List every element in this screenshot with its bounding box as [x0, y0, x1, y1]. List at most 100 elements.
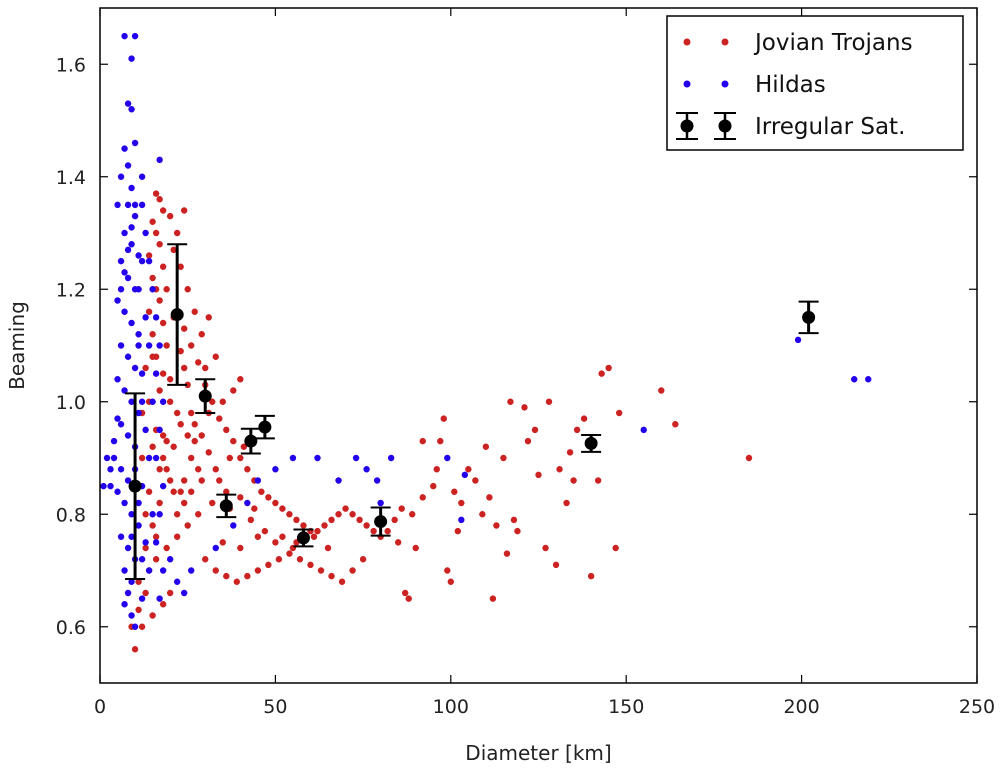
point-hildas-118 — [128, 533, 135, 540]
point-jovian-trojans-184 — [198, 432, 205, 439]
point-hildas-19 — [124, 274, 132, 282]
irregular-sat-point-1 — [167, 243, 188, 386]
point-jovian-trojans-167 — [482, 443, 490, 450]
data-points — [100, 32, 872, 653]
point-jovian-trojans-5 — [135, 578, 142, 585]
point-jovian-trojans-84 — [244, 572, 251, 580]
point-jovian-trojans-78 — [391, 516, 398, 524]
legend-entry-2: Irregular Sat. — [676, 112, 905, 140]
point-jovian-trojans-128 — [440, 415, 447, 422]
point-jovian-trojans-65 — [300, 522, 307, 529]
point-jovian-trojans-79 — [398, 505, 405, 512]
point-hildas-1 — [131, 32, 139, 40]
point-hildas-7 — [124, 162, 132, 169]
point-jovian-trojans-34 — [145, 252, 153, 259]
point-jovian-trojans-77 — [384, 527, 391, 535]
point-jovian-trojans-39 — [156, 196, 163, 203]
point-jovian-trojans-64 — [293, 516, 300, 524]
irregular-sat-point-6 — [293, 528, 314, 548]
point-jovian-trojans-98 — [254, 533, 262, 540]
point-jovian-trojans-164 — [419, 437, 426, 445]
point-hildas-75 — [152, 454, 160, 462]
point-jovian-trojans-113 — [219, 398, 226, 405]
point-hildas-109 — [117, 286, 125, 293]
point-jovian-trojans-92 — [328, 572, 335, 580]
point-jovian-trojans-68 — [321, 522, 328, 529]
point-jovian-trojans-72 — [349, 511, 356, 518]
point-jovian-trojans-135 — [479, 511, 486, 518]
point-hildas-72 — [152, 370, 160, 377]
legend-label: Jovian Trojans — [753, 30, 913, 56]
point-jovian-trojans-36 — [152, 229, 160, 237]
irregular-sat-point-5 — [254, 414, 275, 440]
point-jovian-trojans-116 — [202, 364, 209, 372]
point-jovian-trojans-70 — [335, 511, 342, 518]
point-hildas-106 — [110, 437, 118, 445]
point-jovian-trojans-27 — [149, 331, 156, 338]
point-hildas-80 — [156, 595, 163, 602]
point-jovian-trojans-53 — [216, 415, 223, 422]
point-hildas-93 — [352, 454, 360, 462]
point-jovian-trojans-160 — [615, 409, 623, 417]
point-hildas-95 — [373, 477, 381, 484]
point-jovian-trojans-54 — [223, 426, 230, 434]
point-jovian-trojans-148 — [545, 398, 553, 405]
irregular-sat-point-4 — [240, 427, 261, 455]
x-tick-label: 50 — [263, 696, 287, 718]
point-jovian-trojans-153 — [573, 426, 581, 434]
point-jovian-trojans-73 — [356, 516, 363, 524]
legend-marker — [721, 38, 729, 46]
point-jovian-trojans-59 — [258, 488, 265, 495]
point-hildas-49 — [124, 589, 132, 597]
point-jovian-trojans-62 — [279, 505, 286, 512]
point-jovian-trojans-121 — [401, 589, 409, 597]
point-jovian-trojans-42 — [173, 229, 181, 237]
point-hildas-45 — [124, 544, 132, 552]
point-jovian-trojans-127 — [437, 437, 444, 445]
point-jovian-trojans-201 — [180, 499, 188, 507]
point-hildas-4 — [128, 106, 135, 113]
point-hildas-51 — [128, 612, 135, 619]
irregular-sat-marker — [258, 420, 272, 434]
point-jovian-trojans-45 — [177, 263, 184, 270]
point-hildas-64 — [135, 286, 142, 293]
point-jovian-trojans-40 — [152, 190, 160, 197]
x-tick-label: 150 — [608, 696, 644, 718]
point-jovian-trojans-151 — [563, 499, 570, 507]
point-hildas-77 — [156, 511, 163, 518]
point-hildas-38 — [100, 482, 107, 490]
axes: 0 50 100 150 200 250 0.6 0.8 1.0 1.2 1.4 1.6 — [56, 7, 995, 718]
point-jovian-trojans-88 — [286, 550, 293, 557]
point-jovian-trojans-48 — [180, 325, 188, 332]
point-jovian-trojans-85 — [254, 567, 262, 574]
point-jovian-trojans-95 — [359, 556, 367, 563]
point-jovian-trojans-142 — [510, 516, 518, 524]
point-jovian-trojans-91 — [317, 567, 325, 574]
point-hildas-92 — [335, 477, 342, 484]
point-jovian-trojans-87 — [275, 556, 283, 563]
point-hildas-24 — [135, 331, 142, 338]
point-hildas-16 — [128, 241, 135, 248]
irregular-sat-point-8 — [581, 433, 602, 453]
point-hildas-105 — [114, 415, 121, 422]
point-hildas-119 — [138, 556, 146, 563]
point-hildas-54 — [145, 567, 153, 574]
point-jovian-trojans-12 — [156, 499, 163, 507]
point-jovian-trojans-7 — [152, 556, 160, 563]
point-jovian-trojans-194 — [163, 286, 170, 293]
irregular-sat-marker — [296, 531, 310, 545]
point-jovian-trojans-37 — [149, 218, 156, 225]
point-hildas-35 — [110, 454, 118, 462]
legend-label: Hildas — [755, 72, 826, 98]
point-jovian-trojans-161 — [658, 387, 665, 394]
point-jovian-trojans-152 — [570, 477, 577, 484]
point-hildas-42 — [128, 511, 135, 518]
point-jovian-trojans-175 — [152, 533, 160, 540]
point-hildas-41 — [121, 499, 128, 507]
point-hildas-102 — [794, 336, 802, 344]
legend-marker — [680, 119, 694, 133]
point-jovian-trojans-10 — [184, 522, 191, 529]
point-jovian-trojans-8 — [163, 544, 170, 552]
point-hildas-29 — [121, 387, 128, 394]
